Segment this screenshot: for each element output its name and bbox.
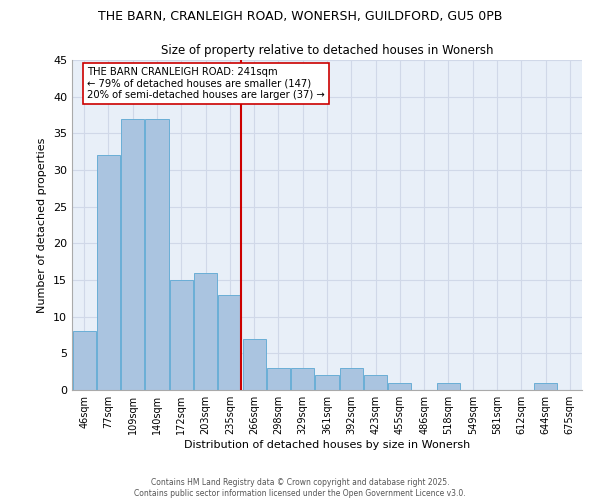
Bar (267, 368, 290, 390)
Bar (242, 338, 266, 390)
Text: THE BARN CRANLEIGH ROAD: 241sqm
← 79% of detached houses are smaller (147)
20% o: THE BARN CRANLEIGH ROAD: 241sqm ← 79% of… (88, 66, 325, 100)
Bar (170, 280, 193, 390)
Bar (340, 368, 363, 390)
Text: THE BARN, CRANLEIGH ROAD, WONERSH, GUILDFORD, GU5 0PB: THE BARN, CRANLEIGH ROAD, WONERSH, GUILD… (98, 10, 502, 23)
Bar (437, 382, 460, 390)
Bar (534, 382, 557, 390)
Bar (194, 272, 217, 390)
Bar (145, 118, 169, 390)
Y-axis label: Number of detached properties: Number of detached properties (37, 138, 47, 312)
Bar (121, 118, 144, 390)
Bar (97, 156, 120, 390)
Bar (316, 376, 338, 390)
Bar (388, 382, 412, 390)
Bar (73, 332, 95, 390)
Title: Size of property relative to detached houses in Wonersh: Size of property relative to detached ho… (161, 44, 493, 58)
Bar (218, 294, 241, 390)
Text: Contains HM Land Registry data © Crown copyright and database right 2025.
Contai: Contains HM Land Registry data © Crown c… (134, 478, 466, 498)
Bar (364, 376, 387, 390)
X-axis label: Distribution of detached houses by size in Wonersh: Distribution of detached houses by size … (184, 440, 470, 450)
Bar (291, 368, 314, 390)
